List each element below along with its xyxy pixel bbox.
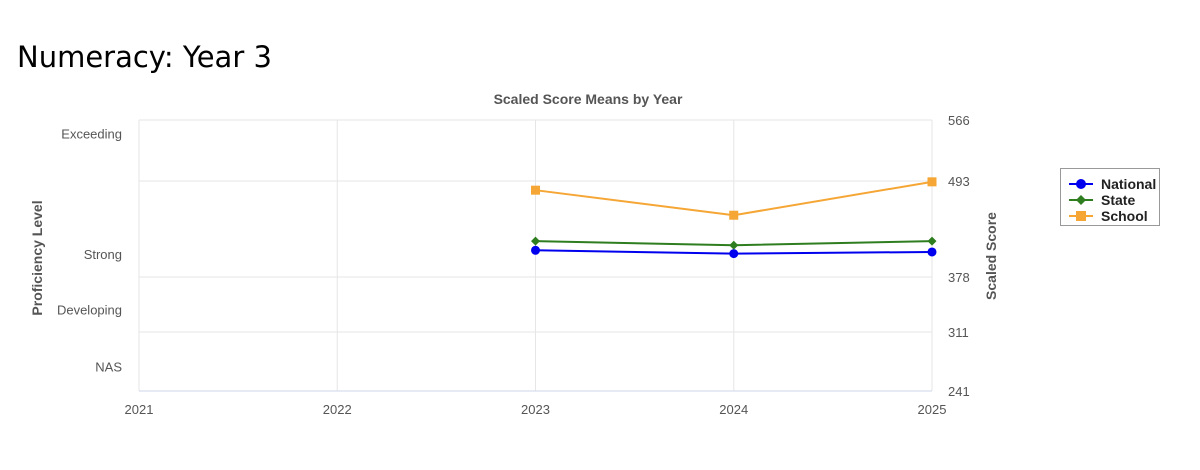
x-tick-label: 2025: [918, 402, 947, 417]
y-right-tick-label: 311: [948, 325, 969, 340]
series: [531, 177, 937, 259]
x-tick-label: 2024: [719, 402, 748, 417]
diamond-marker-icon: [1069, 195, 1093, 205]
y-right-tick-label: 566: [948, 113, 970, 128]
x-tick-label: 2022: [323, 402, 352, 417]
circle-marker-icon: [1069, 179, 1093, 189]
legend-label: State: [1101, 192, 1136, 208]
grid: [138, 119, 933, 392]
data-point-school[interactable]: [729, 210, 739, 220]
axes: 2021 2022 2023 2024 2025 566 493 378 311 241 Excee…: [57, 113, 970, 417]
square-marker-icon: [1069, 211, 1093, 221]
legend-label: School: [1101, 208, 1148, 224]
chart-title: Scaled Score Means by Year: [494, 91, 683, 107]
x-tick-label: 2021: [125, 402, 154, 417]
y-left-band-label: NAS: [95, 360, 122, 375]
data-point-state[interactable]: [927, 236, 937, 246]
legend-item-state[interactable]: State: [1069, 192, 1135, 208]
y-left-band-label: Exceeding: [61, 127, 122, 142]
page-title: Numeracy: Year 3: [17, 40, 272, 74]
legend-item-school[interactable]: School: [1069, 208, 1148, 224]
data-point-school[interactable]: [531, 185, 540, 195]
y-left-band-label: Developing: [57, 303, 122, 318]
y-right-axis-label: Scaled Score: [983, 212, 999, 300]
data-point-school[interactable]: [927, 177, 937, 187]
data-point-national[interactable]: [729, 249, 739, 259]
y-left-band-label: Strong: [84, 247, 122, 262]
legend-label: National: [1101, 176, 1157, 192]
data-point-state[interactable]: [531, 236, 540, 246]
y-right-tick-label: 378: [948, 270, 970, 285]
legend[interactable]: National State School: [1060, 168, 1160, 226]
y-left-axis-label: Proficiency Level: [29, 200, 45, 315]
x-tick-label: 2023: [521, 402, 550, 417]
data-point-national[interactable]: [927, 247, 937, 257]
y-right-tick-label: 493: [948, 174, 970, 189]
data-point-state[interactable]: [729, 240, 739, 250]
legend-item-national[interactable]: National: [1069, 176, 1156, 192]
data-point-national[interactable]: [531, 245, 540, 255]
y-right-tick-label: 241: [948, 384, 970, 399]
